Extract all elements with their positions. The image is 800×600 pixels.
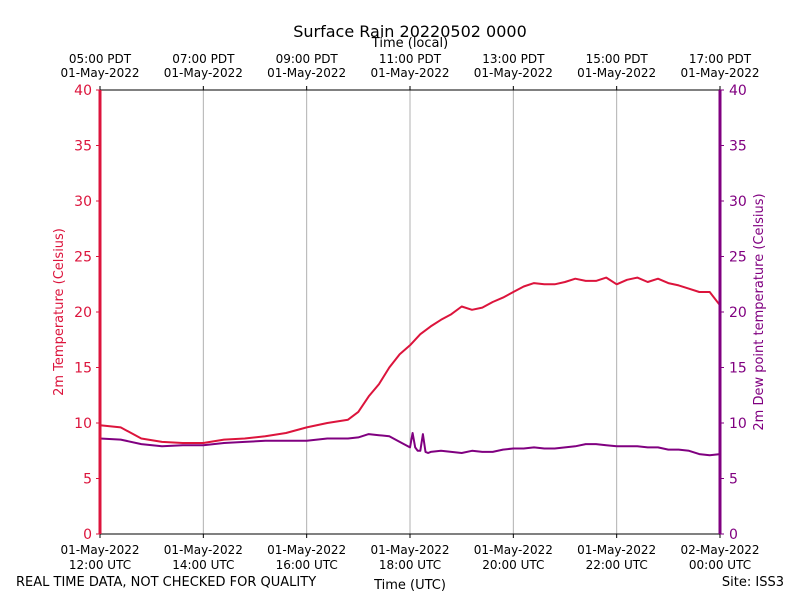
left-y-tick-label: 30 [74,194,92,210]
top-tick-label-time: 13:00 PDT [482,52,545,66]
left-y-tick-label: 5 [83,472,92,488]
top-tick-label-time: 15:00 PDT [586,52,649,66]
top-tick-label-time: 17:00 PDT [689,52,752,66]
top-tick-label-date: 01-May-2022 [577,66,656,80]
temperature-series-line [99,276,721,444]
x-tick-label-time: 20:00 UTC [482,558,544,572]
right-y-tick-label: 35 [729,139,747,155]
top-tick-label-time: 11:00 PDT [379,52,442,66]
left-y-tick-label: 25 [74,250,92,266]
top-tick-label-date: 01-May-2022 [474,66,553,80]
left-y-tick-label: 40 [74,83,92,99]
x-tick-label-date: 02-May-2022 [680,543,759,557]
top-tick-label-date: 01-May-2022 [164,66,243,80]
x-tick-label-date: 01-May-2022 [60,543,139,557]
x-axis-label: Time (UTC) [373,578,446,593]
left-y-tick-label: 10 [74,416,92,432]
left-y-tick-label: 35 [74,139,92,155]
right-y-tick-label: 15 [729,361,747,377]
top-tick-label-date: 01-May-2022 [267,66,346,80]
right-y-axis-label: 2m Dew point temperature (Celsius) [752,193,767,430]
x-tick-label-date: 01-May-2022 [474,543,553,557]
x-tick-label-date: 01-May-2022 [267,543,346,557]
left-y-tick-label: 0 [83,527,92,543]
top-axis-label: Time (local) [371,36,448,51]
right-y-tick-label: 30 [729,194,747,210]
x-tick-label-date: 01-May-2022 [164,543,243,557]
dewpoint-series-line [99,432,721,457]
x-tick-label-time: 00:00 UTC [689,558,751,572]
right-y-tick-label: 20 [729,305,747,321]
top-tick-label-date: 01-May-2022 [370,66,449,80]
quality-disclaimer: REAL TIME DATA, NOT CHECKED FOR QUALITY [16,575,317,590]
top-tick-label-date: 01-May-2022 [680,66,759,80]
x-tick-label-time: 12:00 UTC [69,558,131,572]
right-y-tick-label: 40 [729,83,747,99]
left-y-tick-label: 20 [74,305,92,321]
site-label: Site: ISS3 [721,575,784,590]
top-tick-label-date: 01-May-2022 [60,66,139,80]
x-tick-label-time: 18:00 UTC [379,558,441,572]
x-tick-label-time: 22:00 UTC [586,558,648,572]
right-y-tick-label: 25 [729,250,747,266]
series-group [99,276,721,457]
x-tick-label-time: 16:00 UTC [276,558,338,572]
grid-lines [202,90,618,534]
x-tick-label-date: 01-May-2022 [370,543,449,557]
left-y-tick-label: 15 [74,361,92,377]
right-y-tick-label: 5 [729,472,738,488]
top-tick-label-time: 05:00 PDT [69,52,132,66]
chart-title: Surface Rain 20220502 0000 [293,22,527,41]
top-tick-label-time: 07:00 PDT [172,52,235,66]
top-tick-label-time: 09:00 PDT [276,52,339,66]
x-tick-label-time: 14:00 UTC [172,558,234,572]
x-tick-label-date: 01-May-2022 [577,543,656,557]
right-y-tick-label: 10 [729,416,747,432]
right-y-tick-label: 0 [729,527,738,543]
left-y-axis-label: 2m Temperature (Celsius) [52,228,67,396]
